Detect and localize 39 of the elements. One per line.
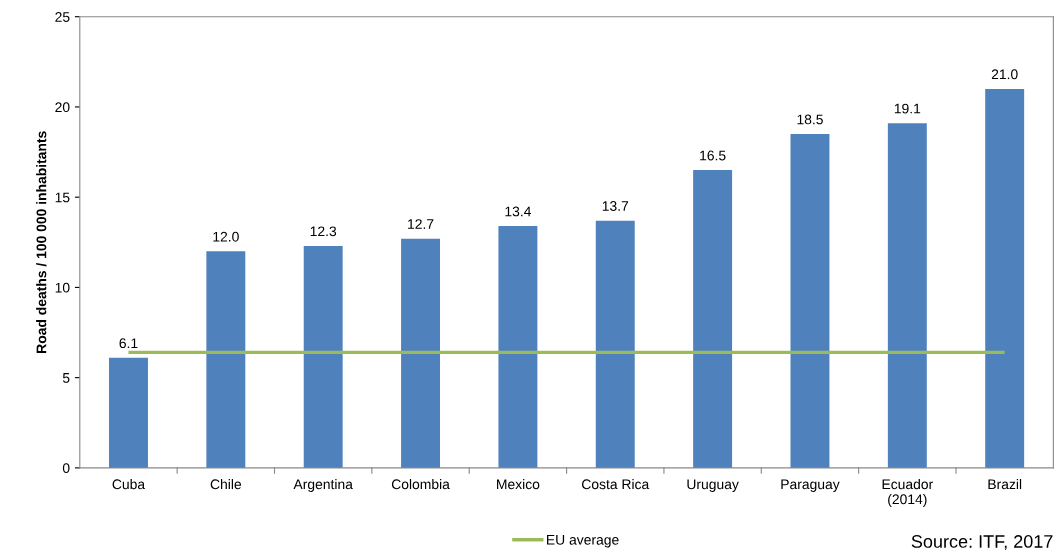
bar [498,226,538,468]
y-tick-label: 5 [62,373,70,383]
bar [303,245,343,468]
y-axis-title: Road deaths / 100 000 inhabitants [36,131,47,353]
x-tick-label: Argentina [293,478,353,492]
y-tick-label: 15 [55,192,70,203]
x-tick-label: Ecuador (2014) [882,478,933,507]
bar [985,88,1025,468]
data-label: 12.3 [310,226,337,237]
data-label: 13.7 [602,201,629,211]
x-tick-label: Costa Rica [582,478,650,490]
y-tick-label: 25 [55,12,70,22]
bar [401,238,441,468]
x-tick-label: Uruguay [687,479,739,492]
bar [206,251,246,468]
data-label: 18.5 [797,114,823,125]
x-tick-label: Mexico [497,478,540,490]
x-tick-label: Brazil [988,478,1022,490]
data-label: 13.4 [505,206,532,217]
x-tick-label: Paraguay [781,479,840,492]
data-label: 19.1 [894,103,921,114]
x-tick-label: Cuba [112,478,146,490]
x-tick-label: Chile [210,478,242,490]
bar [595,220,635,468]
data-label: 16.5 [700,150,726,161]
source-note: Source: ITF, 2017 [911,535,1053,550]
bar [693,170,733,468]
bar [790,134,830,468]
data-label: 6.1 [119,338,138,349]
y-tick-label: 0 [62,463,70,474]
data-label: 12.0 [213,231,239,242]
legend-label: EU average [547,535,619,548]
bar [887,123,927,468]
data-label: 12.7 [408,219,434,229]
x-tick-label: Colombia [391,478,450,490]
bar [109,357,148,468]
y-tick-label: 20 [55,102,70,113]
y-tick-label: 10 [55,282,70,293]
data-label: 21.0 [991,69,1018,80]
